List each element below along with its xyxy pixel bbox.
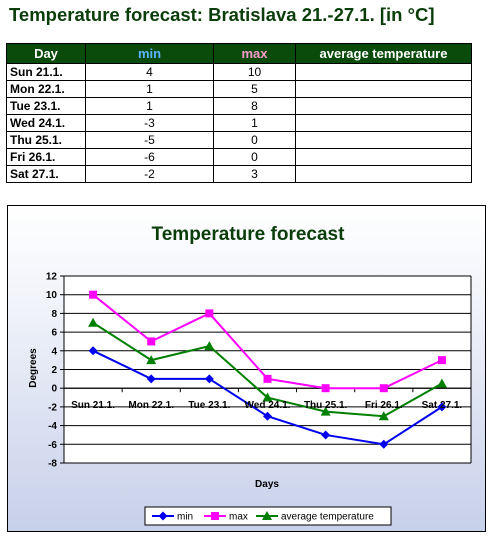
data-point-average-temperature: [320, 406, 331, 416]
average-cell: [295, 148, 472, 166]
header-max: max: [213, 43, 296, 64]
min-cell: 1: [85, 97, 214, 115]
page-title: Temperature forecast: Bratislava 21.-27.…: [9, 4, 435, 25]
min-cell: -6: [85, 148, 214, 166]
data-point-min: [146, 374, 156, 384]
average-cell: [295, 63, 472, 81]
data-point-min: [437, 402, 447, 412]
y-axis-label: Degrees: [28, 348, 39, 388]
y-tick-label: -2: [48, 402, 57, 413]
legend-marker-average-temperature: [262, 511, 272, 520]
x-tick-label: Fri 26.1.: [365, 400, 403, 411]
y-tick-label: 12: [46, 272, 58, 283]
data-point-min: [88, 346, 98, 356]
data-point-min: [321, 430, 331, 440]
chart-panel: Temperature forecast -8 -6 -4 -2 0 2 4 6 8 10 12 Su…: [7, 205, 486, 532]
data-point-min: [263, 411, 272, 421]
y-tick-label: 6: [51, 328, 57, 339]
y-tick-label: 8: [51, 309, 57, 320]
chart-title: Temperature forecast: [152, 224, 346, 245]
data-point-max: [89, 290, 98, 299]
max-cell: 10: [213, 63, 296, 81]
x-tick-label: Sat 27.1.: [422, 400, 463, 411]
day-cell: Fri 26.1.: [6, 148, 86, 166]
max-cell: 0: [213, 131, 296, 149]
day-cell: Mon 22.1.: [6, 80, 86, 98]
legend-label-average-temperature: average temperature: [281, 512, 374, 523]
data-point-max: [147, 337, 156, 346]
table-row: Thu 25.1. -5 0: [6, 131, 472, 149]
legend-label-max: max: [229, 512, 248, 523]
x-tick-label: Thu 25.1.: [304, 400, 348, 411]
table-header-row: Day min max average temperature: [6, 43, 472, 64]
header-average: average temperature: [295, 43, 472, 64]
y-tick-label: -4: [48, 421, 57, 432]
data-point-max: [205, 309, 214, 318]
data-point-min: [379, 439, 389, 449]
x-tick-label: Wed 24.1.: [245, 400, 291, 411]
day-cell: Sat 27.1.: [6, 165, 86, 183]
chart-legend: min max average temperature: [144, 506, 392, 526]
data-point-max: [379, 384, 388, 393]
y-tick-label: -8: [48, 459, 57, 470]
max-cell: 3: [213, 165, 296, 183]
x-tick-label: Sun 21.1.: [71, 400, 115, 411]
data-point-average-temperature: [88, 317, 99, 327]
legend-label-min: min: [177, 512, 193, 523]
max-cell: 1: [213, 114, 296, 132]
data-point-average-temperature: [436, 378, 447, 388]
y-tick-label: 2: [51, 365, 57, 376]
x-tick-label: Mon 22.1.: [128, 400, 174, 411]
average-cell: [295, 80, 472, 98]
table-row: Tue 23.1. 1 8: [6, 97, 472, 115]
legend-marker-max: [211, 512, 219, 520]
data-point-average-temperature: [378, 411, 389, 421]
y-tick-label: 4: [51, 346, 57, 357]
table-row: Fri 26.1. -6 0: [6, 148, 472, 166]
min-cell: -2: [85, 165, 214, 183]
min-cell: -3: [85, 114, 214, 132]
x-axis-label: Days: [255, 479, 279, 490]
data-point-min: [204, 374, 214, 384]
table-row: Wed 24.1. -3 1: [6, 114, 472, 132]
average-cell: [295, 131, 472, 149]
table-row: Sat 27.1. -2 3: [6, 165, 472, 183]
data-point-max: [437, 356, 446, 365]
y-tick-label: -6: [48, 440, 57, 451]
data-point-average-temperature: [262, 392, 273, 402]
max-cell: 5: [213, 80, 296, 98]
day-cell: Tue 23.1.: [6, 97, 86, 115]
forecast-table: Day min max average temperature Sun 21.1…: [6, 43, 472, 183]
legend-marker-min: [158, 511, 168, 521]
day-cell: Thu 25.1.: [6, 131, 86, 149]
day-cell: Wed 24.1.: [6, 114, 86, 132]
y-tick-label: 10: [46, 290, 58, 301]
line-chart: Temperature forecast -8 -6 -4 -2 0 2 4 6 8 10 12 Su…: [28, 224, 472, 526]
header-min: min: [85, 43, 214, 64]
max-cell: 8: [213, 97, 296, 115]
max-cell: 0: [213, 148, 296, 166]
min-cell: 4: [85, 63, 214, 81]
x-tick-label: Tue 23.1.: [188, 400, 230, 411]
header-day: Day: [6, 43, 86, 64]
day-cell: Sun 21.1.: [6, 63, 86, 81]
min-cell: -5: [85, 131, 214, 149]
data-point-average-temperature: [204, 341, 215, 351]
average-cell: [295, 165, 472, 183]
average-cell: [295, 97, 472, 115]
table-row: Mon 22.1. 1 5: [6, 80, 472, 98]
min-cell: 1: [85, 80, 214, 98]
data-point-max: [263, 374, 272, 383]
average-cell: [295, 114, 472, 132]
data-point-max: [321, 384, 330, 393]
y-tick-label: 0: [51, 384, 57, 395]
table-row: Sun 21.1. 4 10: [6, 63, 472, 81]
data-point-average-temperature: [146, 355, 157, 365]
